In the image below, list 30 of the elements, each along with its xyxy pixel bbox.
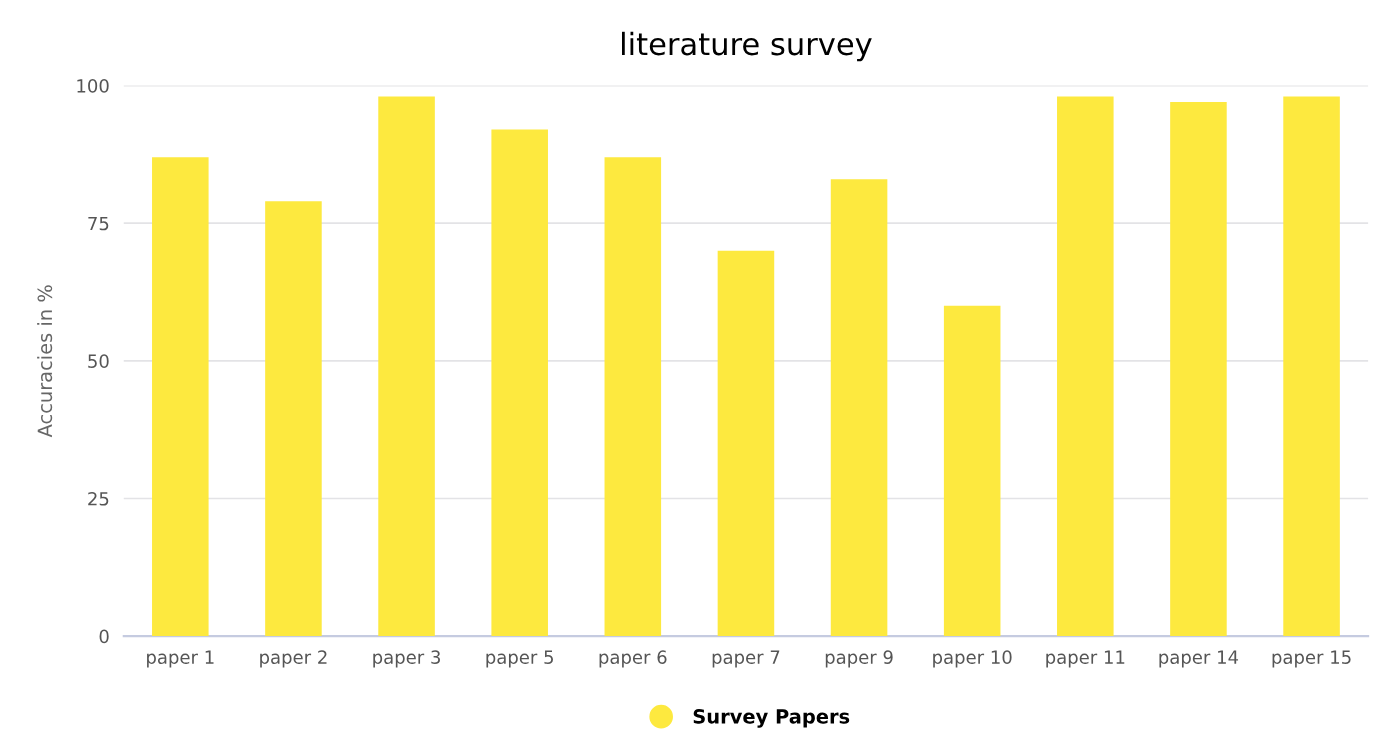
x-tick-label: paper 6	[599, 650, 667, 668]
y-tick-label: 0	[99, 629, 109, 644]
x-tick-label: paper 10	[933, 650, 1012, 668]
x-tick-label: paper 1	[147, 650, 214, 668]
bar	[378, 96, 435, 637]
bar	[265, 201, 322, 637]
x-tick-label: paper 3	[373, 650, 440, 668]
bar	[152, 157, 209, 637]
legend-label: Survey Papers	[693, 709, 850, 728]
bar	[1057, 96, 1114, 637]
x-tick-label: paper 5	[486, 650, 553, 668]
bar	[943, 305, 1001, 637]
x-tick-label: paper 2	[260, 650, 327, 668]
x-tick-label: paper 15	[1272, 650, 1351, 668]
chart-title: literature survey	[622, 31, 872, 62]
y-tick-label: 25	[88, 491, 109, 506]
y-axis-title: Accuracies in %	[37, 285, 53, 438]
x-tick-label: paper 14	[1159, 650, 1239, 668]
y-tick-label: 50	[88, 354, 109, 368]
bar	[717, 250, 775, 637]
bar	[1283, 96, 1340, 637]
bar	[491, 129, 548, 637]
x-tick-label: paper 11	[1046, 650, 1125, 668]
x-tick-label: paper 7	[712, 650, 780, 668]
bar	[604, 157, 662, 637]
y-tick-label: 100	[77, 79, 109, 93]
bar	[830, 179, 888, 637]
y-tick-label: 75	[88, 216, 109, 231]
bar	[1170, 102, 1227, 637]
x-tick-label: paper 9	[825, 650, 893, 668]
